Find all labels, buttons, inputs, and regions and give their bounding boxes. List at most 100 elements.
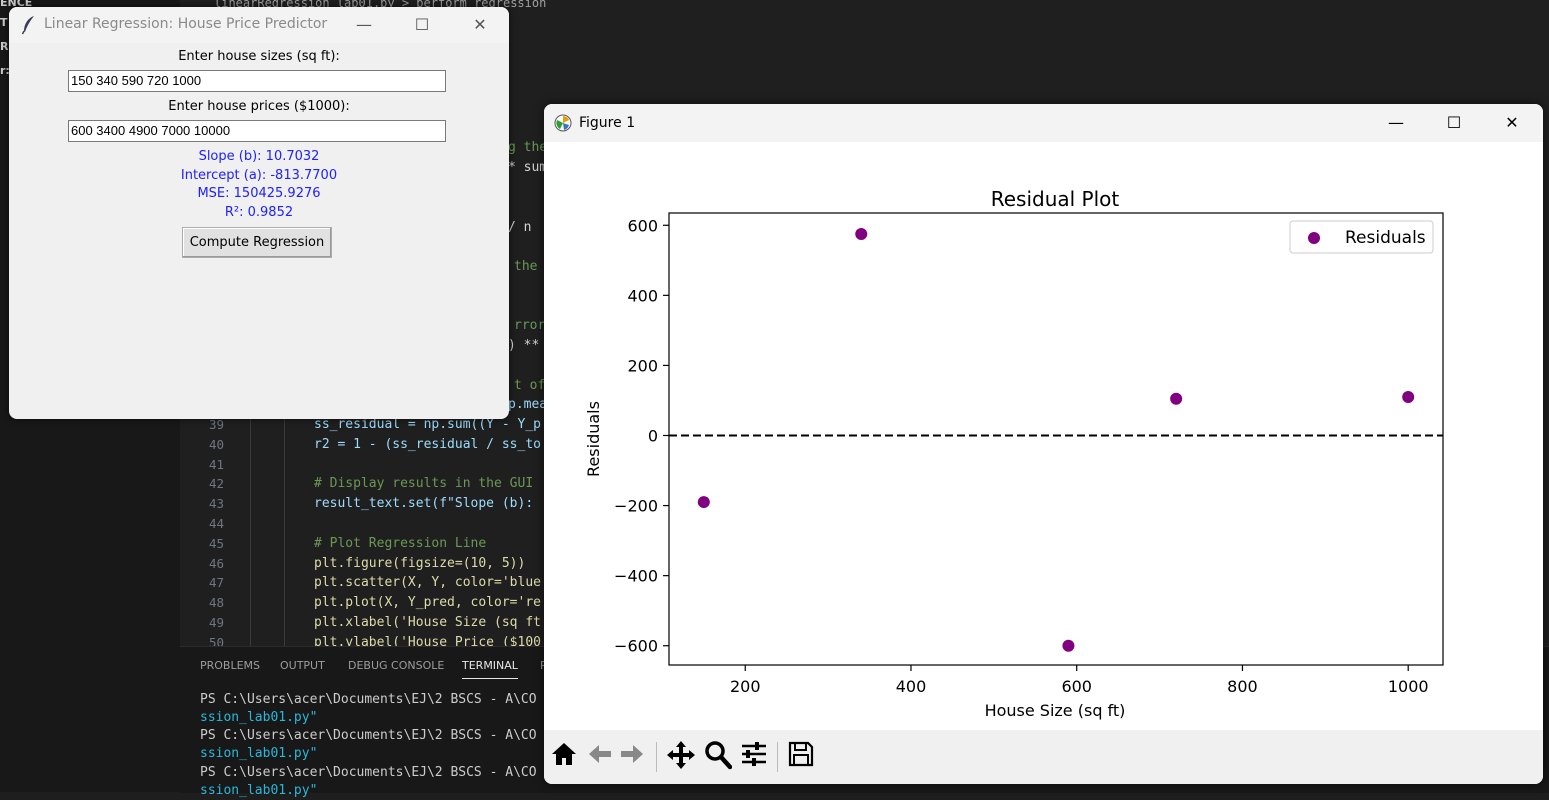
code-line[interactable]: 49 plt.xlabel('House Size (sq ft (180, 613, 1549, 633)
residual-plot[interactable]: Residual Plot 200 400 600 800 1000 600 400 200… (544, 142, 1543, 730)
code-fragment: t of (514, 378, 546, 393)
plot-area (668, 212, 1444, 666)
feather-icon (21, 16, 34, 35)
x-tick-label: 600 (1061, 677, 1092, 696)
sidebar-text[interactable]: R (0, 40, 9, 53)
tab-problems[interactable]: PROBLEMS (200, 659, 261, 672)
code-line[interactable]: 42 # Display results in the GUI (180, 474, 1549, 494)
code-line[interactable]: 47 plt.scatter(X, Y, color='blue (180, 573, 1549, 593)
y-tick-label: −400 (614, 567, 658, 586)
line-number: 46 (208, 556, 224, 571)
tab-ports[interactable]: P (540, 659, 547, 672)
prices-label: Enter house prices ($1000): (168, 99, 350, 114)
terminal-line: PS C:\Users\acer\Documents\EJ\2 BSCS - A… (200, 765, 537, 780)
code-text: # Plot Regression Line (314, 536, 487, 551)
code-line[interactable]: 43 result_text.set(f"Slope (b): (180, 494, 1549, 514)
code-line[interactable]: 48 plt.plot(X, Y_pred, color='re (180, 593, 1549, 613)
line-number: 39 (208, 417, 224, 432)
zoom-icon[interactable] (704, 740, 732, 770)
x-tick-label: 400 (896, 677, 927, 696)
r2-result: R²: 0.9852 (224, 205, 294, 220)
maximize-button[interactable]: ☐ (1446, 113, 1462, 132)
window-title: Linear Regression: House Price Predictor (44, 16, 328, 32)
code-text: r2 = 1 - (ss_residual / ss_to (314, 437, 541, 452)
figure-window: Figure 1 — ☐ ✕ Residual Plot 200 400 600 80… (544, 104, 1543, 784)
close-button[interactable]: ✕ (1505, 113, 1519, 132)
slope-result: Slope (b): 10.7032 (198, 149, 320, 164)
tab-debug-console[interactable]: DEBUG CONSOLE (348, 659, 445, 672)
y-tick-label: 200 (627, 356, 658, 375)
x-axis-label: House Size (sq ft) (985, 701, 1126, 720)
minimize-button[interactable]: — (1388, 113, 1404, 132)
terminal-line: PS C:\Users\acer\Documents\EJ\2 BSCS - A… (200, 692, 537, 707)
residual-point[interactable] (1062, 639, 1075, 652)
code-line[interactable]: 46 plt.figure(figsize=(10, 5)) (180, 554, 1549, 574)
terminal-line: ssion_lab01.py" (200, 710, 318, 725)
line-number: 48 (208, 595, 224, 610)
line-number: 42 (208, 476, 224, 491)
sidebar-text[interactable]: T (0, 16, 8, 29)
tab-terminal[interactable]: TERMINAL (462, 659, 518, 679)
code-line[interactable]: 41 (180, 455, 1549, 475)
sizes-input[interactable]: 150 340 590 720 1000 (68, 70, 446, 92)
breadcrumb[interactable]: linearRegression_lab01.py > perform_regr… (214, 0, 547, 10)
y-tick-label: 400 (627, 286, 658, 305)
chart-title: Residual Plot (991, 187, 1120, 211)
title-bar[interactable]: Linear Regression: House Price Predictor… (9, 7, 509, 43)
residual-point[interactable] (1170, 392, 1183, 405)
regression-app-window: Linear Regression: House Price Predictor… (9, 7, 509, 419)
close-button[interactable]: ✕ (473, 15, 487, 34)
line-number: 43 (208, 496, 224, 511)
line-number: 49 (208, 615, 224, 630)
code-fragment: * sum (508, 160, 548, 175)
home-icon[interactable] (550, 740, 578, 768)
pan-icon[interactable] (666, 740, 696, 770)
y-tick-label: 600 (627, 216, 658, 235)
mse-result: MSE: 150425.9276 (197, 186, 321, 201)
forward-arrow-icon[interactable] (618, 740, 646, 768)
code-line[interactable]: 45 # Plot Regression Line (180, 534, 1549, 554)
code-text: result_text.set(f"Slope (b): (314, 496, 534, 511)
y-tick-label: 0 (648, 426, 658, 445)
x-tick-label: 200 (730, 677, 761, 696)
matplotlib-icon (554, 114, 572, 132)
prices-input[interactable]: 600 3400 4900 7000 10000 (68, 120, 446, 142)
terminal-line: ssion_lab01.py" (200, 783, 318, 798)
code-line[interactable]: 40 r2 = 1 - (ss_residual / ss_to (180, 435, 1549, 455)
code-text: plt.plot(X, Y_pred, color='re (314, 595, 541, 610)
y-tick-label: −200 (614, 497, 658, 516)
figure-title-bar[interactable]: Figure 1 — ☐ ✕ (544, 104, 1543, 142)
save-icon[interactable] (787, 740, 815, 768)
compute-regression-button[interactable]: Compute Regression (182, 227, 332, 258)
code-text: plt.figure(figsize=(10, 5)) (314, 556, 526, 571)
code-line[interactable]: 44 (180, 514, 1549, 534)
code-text: plt.xlabel('House Size (sq ft (314, 615, 541, 630)
legend: Residuals (1289, 220, 1434, 254)
back-arrow-icon[interactable] (586, 740, 614, 768)
code-fragment: ) ** (508, 338, 540, 353)
configure-subplots-icon[interactable] (740, 740, 768, 768)
minimize-button[interactable]: — (356, 15, 372, 34)
code-text: ss_residual = np.sum((Y - Y_p (314, 417, 541, 432)
code-text: plt.scatter(X, Y, color='blue (314, 575, 541, 590)
tab-output[interactable]: OUTPUT (280, 659, 325, 672)
code-fragment: / n (508, 220, 532, 235)
terminal-line: PS C:\Users\acer\Documents\EJ\2 BSCS - A… (200, 728, 537, 743)
terminal-line: ssion_lab01.py" (200, 746, 318, 761)
code-line[interactable]: 39 ss_residual = np.sum((Y - Y_p (180, 415, 1549, 435)
x-tick-label: 1000 (1388, 677, 1429, 696)
y-axis-label: Residuals (584, 401, 603, 477)
code-fragment: rror (514, 318, 546, 333)
residual-point[interactable] (855, 228, 868, 241)
residual-point[interactable] (1402, 390, 1415, 403)
residual-point[interactable] (697, 496, 710, 509)
line-number: 41 (208, 457, 224, 472)
code-fragment: the (514, 259, 538, 274)
sizes-label: Enter house sizes (sq ft): (178, 49, 340, 64)
line-number: 44 (208, 516, 224, 531)
figure-title: Figure 1 (579, 115, 636, 131)
legend-label: Residuals (1345, 228, 1426, 248)
sidebar-text[interactable]: ENCE (0, 0, 33, 9)
maximize-button[interactable]: ☐ (414, 15, 430, 34)
line-number: 45 (208, 536, 224, 551)
